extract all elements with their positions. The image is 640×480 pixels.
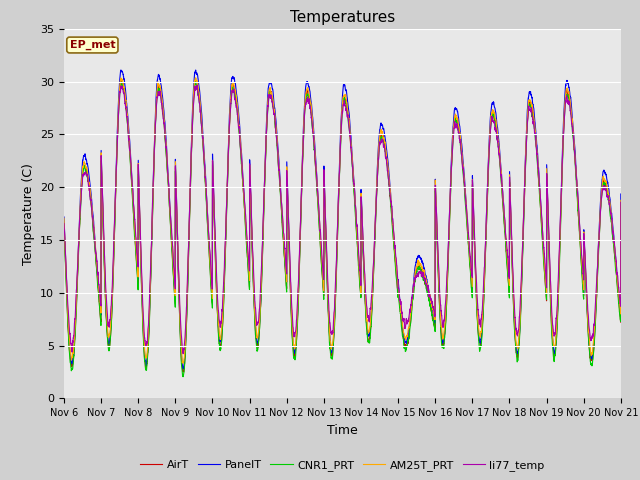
li77_temp [617, 200, 625, 205]
AM25T_PRT [60, 216, 68, 221]
AirT [118, 78, 125, 84]
X-axis label: Time: Time [327, 424, 358, 437]
AirT [499, 201, 507, 207]
PanelT [322, 227, 330, 232]
li77_temp [160, 121, 168, 127]
Title: Temperatures: Temperatures [290, 10, 395, 25]
AirT [468, 280, 476, 286]
PanelT [616, 307, 624, 312]
li77_temp [468, 266, 476, 272]
AM25T_PRT [617, 197, 625, 203]
AM25T_PRT [499, 195, 507, 201]
CNR1_PRT [191, 79, 199, 84]
AM25T_PRT [436, 315, 444, 321]
Line: li77_temp: li77_temp [64, 85, 621, 354]
AM25T_PRT [322, 227, 330, 233]
AirT [616, 314, 624, 320]
AirT [617, 203, 625, 208]
CNR1_PRT [499, 202, 507, 208]
Legend: AirT, PanelT, CNR1_PRT, AM25T_PRT, li77_temp: AirT, PanelT, CNR1_PRT, AM25T_PRT, li77_… [136, 456, 549, 476]
PanelT [161, 113, 168, 119]
CNR1_PRT [616, 316, 624, 322]
PanelT [60, 214, 68, 220]
AirT [161, 121, 168, 127]
li77_temp [179, 351, 187, 357]
AirT [436, 321, 444, 327]
AM25T_PRT [160, 116, 168, 121]
AM25T_PRT [192, 75, 200, 81]
CNR1_PRT [60, 224, 68, 229]
AirT [180, 369, 188, 375]
PanelT [180, 366, 188, 372]
PanelT [468, 275, 476, 281]
li77_temp [322, 226, 330, 232]
CNR1_PRT [160, 120, 168, 126]
Line: CNR1_PRT: CNR1_PRT [64, 82, 621, 377]
CNR1_PRT [468, 285, 476, 291]
AirT [322, 235, 330, 241]
li77_temp [616, 301, 624, 307]
Text: EP_met: EP_met [70, 40, 115, 50]
PanelT [617, 191, 625, 197]
PanelT [117, 67, 125, 73]
PanelT [499, 193, 507, 199]
CNR1_PRT [322, 235, 330, 240]
AirT [60, 222, 68, 228]
CNR1_PRT [617, 202, 625, 207]
AM25T_PRT [468, 273, 476, 278]
Line: AM25T_PRT: AM25T_PRT [64, 78, 621, 363]
PanelT [436, 319, 444, 324]
CNR1_PRT [179, 374, 187, 380]
CNR1_PRT [436, 323, 444, 329]
li77_temp [499, 197, 507, 203]
li77_temp [436, 302, 444, 308]
Line: AirT: AirT [64, 81, 621, 372]
Y-axis label: Temperature (C): Temperature (C) [22, 163, 35, 264]
Line: PanelT: PanelT [64, 70, 621, 369]
AM25T_PRT [616, 306, 624, 312]
li77_temp [193, 83, 201, 88]
AM25T_PRT [180, 360, 188, 366]
li77_temp [60, 221, 68, 227]
